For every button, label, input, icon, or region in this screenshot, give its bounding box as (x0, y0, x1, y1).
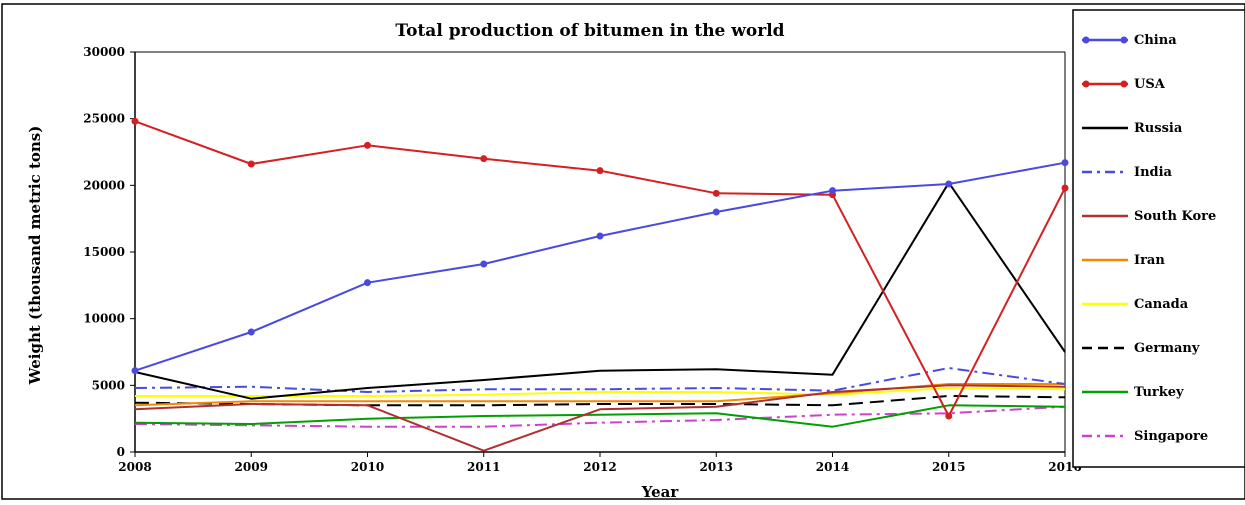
y-tick-label: 15000 (83, 245, 125, 259)
x-axis-title: Year (641, 483, 680, 501)
legend-marker-usa (1120, 80, 1128, 88)
series-line-turkey (134, 404, 1066, 428)
data-point-china (131, 367, 139, 375)
series-line-south-korea (134, 384, 1066, 452)
data-point-china (364, 279, 371, 287)
series-line-india (134, 367, 1066, 393)
legend-item-germany: Germany (1082, 341, 1200, 356)
series-south-korea (134, 384, 1066, 452)
data-point-usa (364, 141, 371, 149)
x-tick-label: 2015 (932, 460, 965, 474)
legend-label-turkey: Turkey (1134, 385, 1184, 400)
legend-item-south-korea: South Kore (1082, 209, 1216, 224)
legend-item-iran: Iran (1082, 253, 1165, 268)
y-tick-label: 5000 (92, 378, 125, 392)
data-point-china (829, 187, 836, 195)
figure-border (1, 3, 1245, 500)
series-singapore (134, 405, 1066, 428)
legend-item-china: China (1082, 33, 1177, 48)
series-line-russia (134, 181, 1066, 400)
legend-label-south-korea: South Kore (1134, 209, 1216, 224)
legend-label-china: China (1134, 33, 1177, 48)
data-point-usa (247, 160, 255, 168)
series-russia (134, 181, 1066, 400)
legend: China USA Russia India South Kore Iran Canada G… (1082, 33, 1216, 444)
legend-item-turkey: Turkey (1082, 385, 1184, 400)
legend-item-russia: Russia (1082, 121, 1183, 136)
chart-title: Total production of bitumen in the world (395, 21, 784, 41)
series-turkey (134, 404, 1066, 428)
data-point-china (945, 180, 953, 188)
legend-label-germany: Germany (1134, 341, 1200, 356)
y-axis-title: Weight (thousand metric tons) (26, 126, 44, 386)
y-tick-label: 0 (117, 445, 125, 459)
data-point-china (712, 208, 720, 216)
legend-label-singapore: Singapore (1134, 429, 1208, 444)
data-point-china (480, 260, 488, 268)
y-tick-label: 20000 (83, 178, 125, 192)
plot-area: 0 5000 10000 15000 20000 25000 30000 2008 2009 20… (83, 45, 1081, 474)
legend-item-usa: USA (1082, 77, 1166, 92)
data-point-usa (480, 155, 488, 163)
legend-marker-china (1082, 36, 1090, 44)
legend-label-russia: Russia (1134, 121, 1183, 136)
data-point-usa (945, 412, 953, 420)
legend-item-india: India (1082, 165, 1173, 180)
data-point-usa (596, 167, 604, 175)
legend-marker-china (1120, 36, 1128, 44)
legend-label-india: India (1134, 165, 1173, 180)
x-tick-label: 2014 (816, 460, 849, 474)
legend-item-canada: Canada (1082, 297, 1189, 312)
series-china (131, 159, 1069, 375)
y-tick-label: 25000 (83, 112, 125, 126)
x-tick-label: 2009 (235, 460, 268, 474)
data-point-usa (712, 189, 720, 197)
x-tick-label: 2010 (351, 460, 384, 474)
x-tick-label: 2013 (700, 460, 733, 474)
data-point-usa (131, 117, 139, 125)
legend-label-iran: Iran (1134, 253, 1165, 268)
data-point-usa (1061, 184, 1069, 192)
data-point-china (247, 328, 255, 336)
legend-label-canada: Canada (1134, 297, 1189, 312)
legend-item-singapore: Singapore (1082, 429, 1208, 444)
y-tick-label: 10000 (83, 312, 125, 326)
x-tick-label: 2008 (118, 460, 151, 474)
y-tick-label: 30000 (83, 45, 125, 59)
series-line-singapore (134, 405, 1066, 428)
data-point-china (1061, 159, 1069, 167)
data-point-china (596, 232, 604, 240)
legend-label-usa: USA (1134, 77, 1166, 92)
series-india (134, 367, 1066, 393)
legend-marker-usa (1082, 80, 1090, 88)
x-tick-label: 2012 (583, 460, 616, 474)
x-tick-label: 2011 (467, 460, 500, 474)
